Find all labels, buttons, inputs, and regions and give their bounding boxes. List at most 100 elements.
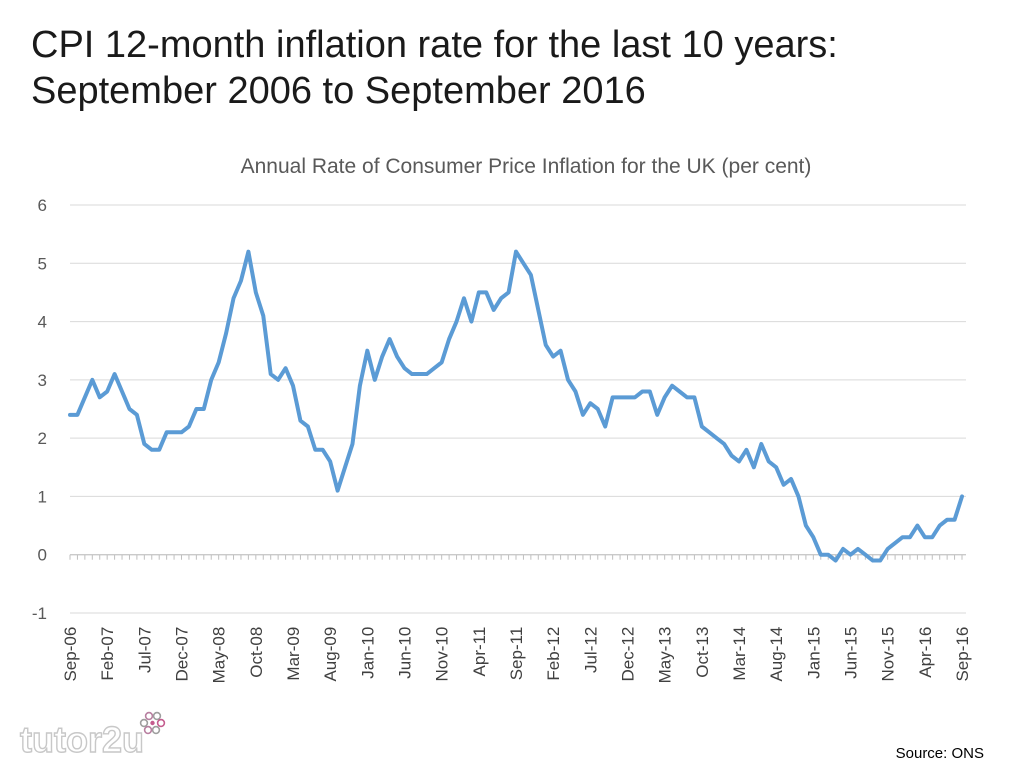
data-point xyxy=(469,320,473,324)
data-point xyxy=(692,395,696,399)
data-point xyxy=(626,395,630,399)
data-point xyxy=(767,459,771,463)
data-point xyxy=(83,395,87,399)
data-point xyxy=(573,390,577,394)
data-point xyxy=(640,390,644,394)
data-point xyxy=(559,349,563,353)
data-point xyxy=(276,378,280,382)
data-point xyxy=(901,535,905,539)
data-point xyxy=(930,535,934,539)
data-point xyxy=(663,395,667,399)
data-point xyxy=(336,489,340,493)
data-point xyxy=(105,390,109,394)
x-tick-label: Jun-15 xyxy=(842,627,861,679)
x-tick-label: Jan-15 xyxy=(804,627,823,679)
x-tick-label: Apr-16 xyxy=(916,627,935,678)
data-point xyxy=(856,547,860,551)
data-point xyxy=(462,296,466,300)
y-tick-label: 6 xyxy=(38,196,47,215)
x-tick-label: Aug-14 xyxy=(767,627,786,682)
data-point xyxy=(893,541,897,545)
data-point xyxy=(388,337,392,341)
data-point xyxy=(224,331,228,335)
logo-wordmark: tutor2u xyxy=(20,719,144,758)
chart-title: Annual Rate of Consumer Price Inflation … xyxy=(241,155,812,178)
data-point xyxy=(551,355,555,359)
data-point xyxy=(603,424,607,428)
data-point xyxy=(581,413,585,417)
x-tick-label: Sep-11 xyxy=(507,627,526,681)
data-point xyxy=(492,308,496,312)
data-point xyxy=(246,250,250,254)
data-point xyxy=(395,355,399,359)
data-point xyxy=(774,465,778,469)
x-tick-label: Dec-12 xyxy=(619,627,638,682)
data-point xyxy=(871,559,875,563)
data-point xyxy=(90,378,94,382)
y-tick-label: 1 xyxy=(38,487,47,506)
cpi-series-line xyxy=(68,249,964,563)
data-point xyxy=(588,401,592,405)
data-point xyxy=(796,494,800,498)
data-point xyxy=(759,442,763,446)
slide-title-line-1: CPI 12-month inflation rate for the last… xyxy=(31,24,838,66)
x-tick-label: Apr-11 xyxy=(470,627,489,677)
x-tick-label: Sep-16 xyxy=(953,627,972,682)
data-point xyxy=(507,290,511,294)
flower-icon xyxy=(139,711,166,735)
data-point xyxy=(113,372,117,376)
data-point xyxy=(142,442,146,446)
data-point xyxy=(678,390,682,394)
y-tick-label: -1 xyxy=(32,604,47,623)
data-point xyxy=(878,559,882,563)
x-tick-label: May-13 xyxy=(656,627,675,684)
data-point xyxy=(202,407,206,411)
data-point xyxy=(700,424,704,428)
data-point xyxy=(127,407,131,411)
data-point xyxy=(633,395,637,399)
data-point xyxy=(358,384,362,388)
data-point xyxy=(782,483,786,487)
source-note: Source: ONS xyxy=(895,745,984,762)
data-point xyxy=(328,459,332,463)
x-tick-label: Nov-15 xyxy=(879,627,898,682)
data-point xyxy=(960,494,964,498)
data-point xyxy=(365,349,369,353)
data-point xyxy=(648,390,652,394)
data-point xyxy=(75,413,79,417)
data-point xyxy=(915,524,919,528)
data-point xyxy=(789,477,793,481)
data-point xyxy=(232,296,236,300)
data-point xyxy=(68,413,72,417)
data-point xyxy=(826,553,830,557)
y-tick-label: 5 xyxy=(38,254,47,273)
data-point xyxy=(172,430,176,434)
data-point xyxy=(165,430,169,434)
data-point xyxy=(566,378,570,382)
data-point xyxy=(432,366,436,370)
data-point xyxy=(819,553,823,557)
x-tick-label: Jul-07 xyxy=(135,627,154,673)
data-point xyxy=(313,448,317,452)
data-point xyxy=(923,535,927,539)
x-tick-label: Feb-12 xyxy=(544,627,563,681)
x-tick-label: Sep-06 xyxy=(61,627,80,682)
x-tick-label: Mar-09 xyxy=(284,627,303,681)
data-point xyxy=(849,553,853,557)
data-point xyxy=(499,296,503,300)
data-point xyxy=(194,407,198,411)
data-point xyxy=(945,518,949,522)
data-point xyxy=(403,366,407,370)
data-point xyxy=(811,535,815,539)
data-point xyxy=(655,413,659,417)
data-point xyxy=(514,250,518,254)
x-tick-label: Nov-10 xyxy=(433,627,452,682)
data-point xyxy=(953,518,957,522)
data-point xyxy=(752,465,756,469)
tutor2u-logo: tutor2u xyxy=(19,711,166,758)
data-point xyxy=(685,395,689,399)
data-point xyxy=(440,360,444,364)
x-tick-label: Feb-07 xyxy=(98,627,117,681)
data-point xyxy=(306,424,310,428)
slide-title-line-2: September 2006 to September 2016 xyxy=(31,70,646,112)
